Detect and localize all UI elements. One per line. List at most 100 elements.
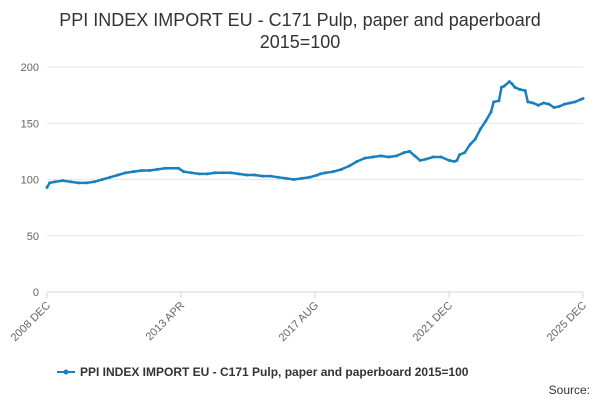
data-point[interactable]	[108, 175, 112, 179]
data-point[interactable]	[268, 174, 272, 178]
data-point[interactable]	[507, 80, 511, 84]
data-point[interactable]	[324, 171, 327, 175]
data-point[interactable]	[431, 155, 435, 159]
data-point[interactable]	[261, 174, 264, 178]
data-point[interactable]	[479, 127, 482, 131]
data-point[interactable]	[140, 169, 144, 172]
data-point[interactable]	[531, 101, 535, 105]
data-point[interactable]	[245, 173, 249, 177]
data-point[interactable]	[547, 102, 551, 106]
data-point[interactable]	[563, 102, 567, 106]
data-point[interactable]	[423, 157, 427, 161]
data-point[interactable]	[45, 185, 49, 189]
data-point[interactable]	[363, 156, 367, 160]
data-point[interactable]	[497, 99, 501, 103]
data-point[interactable]	[379, 154, 383, 158]
data-point[interactable]	[447, 158, 451, 162]
data-point[interactable]	[148, 169, 151, 172]
x-tick-label: 2017 AUG	[277, 300, 321, 344]
data-point[interactable]	[84, 181, 88, 185]
data-point[interactable]	[229, 171, 233, 175]
data-point[interactable]	[77, 181, 80, 185]
data-point[interactable]	[484, 119, 488, 123]
data-point[interactable]	[69, 180, 73, 184]
data-point[interactable]	[205, 172, 209, 176]
data-point[interactable]	[581, 97, 585, 100]
data-point[interactable]	[578, 98, 582, 102]
data-point[interactable]	[318, 172, 322, 176]
data-point[interactable]	[502, 84, 506, 88]
data-point[interactable]	[176, 166, 180, 170]
data-point[interactable]	[100, 178, 104, 181]
data-point[interactable]	[458, 153, 461, 157]
data-point[interactable]	[276, 175, 280, 179]
data-point[interactable]	[155, 167, 159, 171]
data-point[interactable]	[221, 171, 225, 175]
data-point[interactable]	[292, 178, 296, 181]
data-point[interactable]	[316, 173, 320, 177]
data-point[interactable]	[523, 89, 527, 93]
data-point[interactable]	[552, 106, 556, 109]
data-point[interactable]	[492, 100, 496, 104]
data-point[interactable]	[300, 176, 304, 180]
data-point[interactable]	[124, 171, 128, 175]
data-point[interactable]	[518, 88, 522, 91]
data-point[interactable]	[163, 166, 167, 170]
chart-title-line-2: 2015=100	[260, 32, 341, 52]
data-point[interactable]	[116, 173, 120, 177]
data-point[interactable]	[542, 101, 546, 105]
data-point[interactable]	[171, 166, 175, 170]
y-tick-label: 50	[27, 231, 39, 243]
data-point[interactable]	[500, 85, 503, 89]
data-point[interactable]	[284, 176, 288, 180]
data-point[interactable]	[513, 85, 517, 89]
data-point[interactable]	[190, 171, 193, 175]
data-point[interactable]	[48, 181, 52, 185]
data-point[interactable]	[308, 175, 312, 179]
data-point[interactable]	[132, 170, 136, 174]
data-point[interactable]	[237, 172, 241, 176]
data-point[interactable]	[331, 170, 335, 174]
data-point[interactable]	[413, 154, 417, 158]
data-point[interactable]	[197, 172, 201, 176]
data-point[interactable]	[92, 180, 96, 184]
gridlines	[47, 66, 583, 237]
data-point[interactable]	[468, 143, 472, 147]
data-point[interactable]	[418, 158, 422, 162]
data-point[interactable]	[53, 180, 57, 184]
data-point[interactable]	[387, 155, 391, 159]
legend[interactable]: PPI INDEX IMPORT EU - C171 Pulp, paper a…	[57, 365, 469, 379]
data-point[interactable]	[339, 167, 343, 171]
data-point[interactable]	[557, 104, 561, 108]
data-point[interactable]	[408, 149, 412, 153]
data-point[interactable]	[253, 173, 257, 177]
data-point[interactable]	[473, 137, 477, 141]
data-point[interactable]	[510, 82, 514, 86]
data-point[interactable]	[452, 160, 456, 163]
legend-marker	[63, 369, 69, 375]
data-point[interactable]	[402, 151, 406, 154]
y-tick-label: 0	[33, 287, 39, 299]
x-tick-label: 2021 DEC	[411, 300, 455, 344]
data-point[interactable]	[463, 151, 467, 154]
data-point[interactable]	[455, 158, 459, 162]
data-point[interactable]	[536, 103, 540, 107]
y-tick-label: 200	[21, 62, 39, 74]
data-point[interactable]	[489, 110, 493, 114]
data-point[interactable]	[371, 155, 375, 159]
data-point[interactable]	[573, 100, 577, 104]
legend-label: PPI INDEX IMPORT EU - C171 Pulp, paper a…	[80, 365, 469, 379]
data-point[interactable]	[568, 101, 572, 105]
data-point[interactable]	[213, 171, 217, 175]
data-point[interactable]	[355, 160, 359, 163]
data-point[interactable]	[61, 179, 65, 183]
data-point[interactable]	[439, 155, 443, 159]
data-point[interactable]	[182, 170, 186, 174]
data-point[interactable]	[526, 100, 530, 104]
data-point[interactable]	[395, 154, 398, 158]
series-line[interactable]	[45, 80, 585, 189]
y-axis: 0 50 100 150 200	[21, 62, 39, 299]
y-tick-label: 150	[21, 118, 39, 130]
data-point[interactable]	[347, 164, 351, 168]
